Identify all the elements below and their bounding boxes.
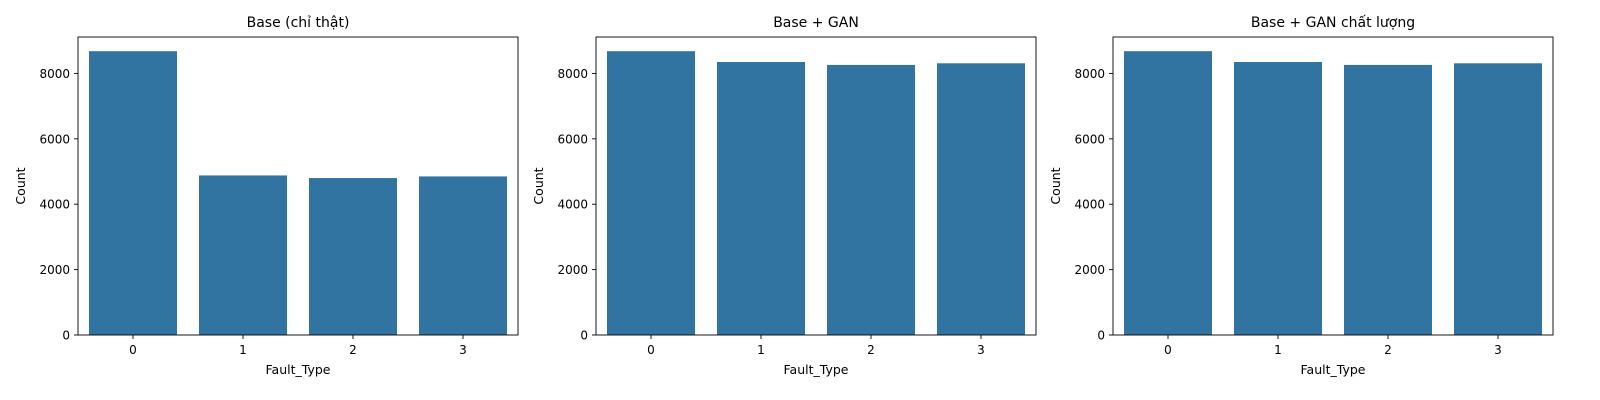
chart-panel-0: 0 1 2 3 0 2000 4000 6000 8000 Base (chỉ thật) Faul… [13, 15, 519, 377]
bar-3 [937, 63, 1025, 335]
y-tick-label: 4000 [1074, 198, 1105, 212]
bar-2 [827, 64, 915, 336]
x-tick-label: 2 [349, 343, 357, 357]
y-axis-label: Count [13, 167, 28, 204]
chart-panel-2: 0 1 2 3 0 2000 4000 6000 8000 Base + GAN chất lượ… [1048, 15, 1554, 377]
y-tick-label: 6000 [1074, 132, 1105, 146]
bar-0 [89, 51, 177, 335]
x-tick-label: 3 [1494, 343, 1502, 357]
x-tick-label: 3 [977, 343, 985, 357]
y-tick-label: 6000 [39, 132, 70, 146]
x-tick-label: 1 [757, 343, 765, 357]
x-axis-label: Fault_Type [1301, 362, 1366, 377]
x-axis-label: Fault_Type [266, 362, 331, 377]
x-tick-label: 1 [239, 343, 247, 357]
plot-frame [1112, 36, 1554, 336]
chart-title: Base + GAN [773, 15, 859, 31]
bar-1 [717, 61, 805, 335]
chart-panel-1: 0 1 2 3 0 2000 4000 6000 8000 Base + GAN Fault_Typ… [531, 15, 1037, 377]
bar-0 [1124, 51, 1212, 335]
y-axis-label: Count [1048, 167, 1063, 204]
y-tick-label: 4000 [557, 198, 588, 212]
bar-1 [199, 175, 287, 335]
y-tick-label: 0 [580, 329, 588, 343]
y-tick-label: 8000 [557, 67, 588, 81]
bar-3 [1454, 63, 1542, 335]
y-tick-label: 2000 [1074, 263, 1105, 277]
x-tick-label: 1 [1274, 343, 1282, 357]
y-tick-label: 2000 [39, 263, 70, 277]
plot-frame [595, 36, 1037, 336]
y-axis-label: Count [531, 167, 546, 204]
chart-title: Base + GAN chất lượng [1251, 15, 1415, 31]
y-tick-label: 8000 [39, 67, 70, 81]
x-tick-label: 0 [647, 343, 655, 357]
chart-title: Base (chỉ thật) [247, 15, 350, 31]
bar-0 [607, 51, 695, 335]
bar-1 [1234, 61, 1322, 335]
x-tick-label: 2 [867, 343, 875, 357]
bar-3 [419, 176, 507, 335]
y-tick-label: 6000 [557, 132, 588, 146]
x-tick-label: 0 [129, 343, 137, 357]
bar-2 [309, 178, 397, 335]
y-tick-label: 0 [62, 329, 70, 343]
x-tick-label: 2 [1384, 343, 1392, 357]
y-tick-label: 2000 [557, 263, 588, 277]
bar-2 [1344, 64, 1432, 336]
y-tick-label: 8000 [1074, 67, 1105, 81]
y-tick-label: 0 [1097, 329, 1105, 343]
x-tick-label: 3 [459, 343, 467, 357]
plot-frame [77, 36, 519, 336]
x-axis-label: Fault_Type [784, 362, 849, 377]
y-tick-label: 4000 [39, 198, 70, 212]
x-tick-label: 0 [1164, 343, 1172, 357]
